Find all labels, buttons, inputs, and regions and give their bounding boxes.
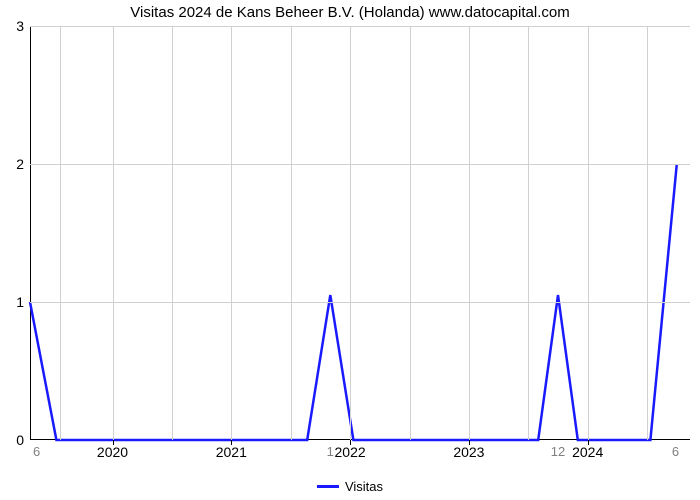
- gridline-v: [469, 26, 470, 440]
- gridline-h: [30, 26, 690, 27]
- legend-label: Visitas: [345, 479, 383, 494]
- gridline-v: [588, 26, 589, 440]
- x-minor-label: 6: [33, 444, 40, 459]
- y-tick-label: 2: [4, 156, 24, 172]
- gridline-h: [30, 302, 690, 303]
- plot-area: [30, 26, 690, 440]
- chart-title: Visitas 2024 de Kans Beheer B.V. (Holand…: [0, 4, 700, 21]
- gridline-h: [30, 164, 690, 165]
- gridline-v: [350, 26, 351, 440]
- gridline-v: [528, 26, 529, 440]
- gridline-v: [291, 26, 292, 440]
- x-tick-label: 2020: [97, 444, 128, 460]
- legend-swatch: [317, 485, 339, 488]
- gridline-v: [410, 26, 411, 440]
- y-tick-label: 0: [4, 432, 24, 448]
- gridline-v: [60, 26, 61, 440]
- gridline-v: [113, 26, 114, 440]
- x-tick-label: 2021: [216, 444, 247, 460]
- x-tick-label: 2022: [335, 444, 366, 460]
- gridline-v: [231, 26, 232, 440]
- visits-line-chart: Visitas 2024 de Kans Beheer B.V. (Holand…: [0, 0, 700, 500]
- x-minor-label: 6: [672, 444, 679, 459]
- y-tick-label: 1: [4, 294, 24, 310]
- x-minor-label: 1: [327, 444, 334, 459]
- y-tick-label: 3: [4, 18, 24, 34]
- x-tick-label: 2024: [572, 444, 603, 460]
- x-minor-label: 12: [551, 444, 565, 459]
- legend: Visitas: [317, 479, 383, 494]
- x-tick-label: 2023: [453, 444, 484, 460]
- gridline-v: [647, 26, 648, 440]
- gridline-v: [172, 26, 173, 440]
- series-line: [30, 26, 690, 440]
